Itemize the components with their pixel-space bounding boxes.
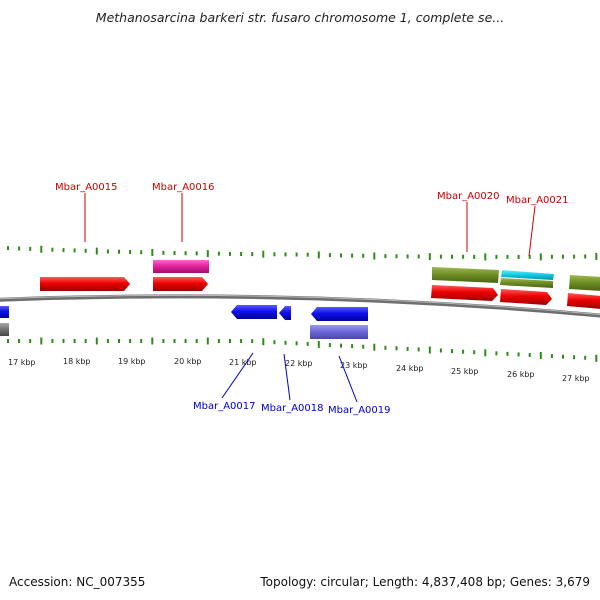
gene-mbar-a0020[interactable] xyxy=(431,285,498,301)
gene-label-mbar-a0021[interactable]: Mbar_A0021 xyxy=(506,195,569,206)
gene-mbar-a0021[interactable] xyxy=(500,289,552,305)
gene-mbar-a0018[interactable] xyxy=(279,306,291,320)
gene-mbar-a0016[interactable] xyxy=(153,277,208,291)
forward-gene-callouts: Mbar_A0015 Mbar_A0016 Mbar_A0020 Mbar_A0… xyxy=(55,182,569,257)
gene-label-mbar-a0019[interactable]: Mbar_A0019 xyxy=(328,405,391,416)
scale-label-18kbp: 18 kbp xyxy=(63,357,91,366)
summary-text: Topology: circular; Length: 4,837,408 bp… xyxy=(260,575,590,589)
gene-mbar-a0019[interactable] xyxy=(311,307,368,321)
scale-label-17kbp: 17 kbp xyxy=(8,358,36,367)
gene-label-mbar-a0020[interactable]: Mbar_A0020 xyxy=(437,191,500,202)
scale-label-21kbp: 21 kbp xyxy=(229,358,257,367)
scale-label-26kbp: 26 kbp xyxy=(507,370,535,379)
reverse-features xyxy=(0,305,368,339)
feature-pink[interactable] xyxy=(153,260,209,273)
scale-label-20kbp: 20 kbp xyxy=(174,357,202,366)
scale-label-22kbp: 22 kbp xyxy=(285,359,313,368)
gene-label-mbar-a0016[interactable]: Mbar_A0016 xyxy=(152,182,215,193)
feature-blue-edge[interactable] xyxy=(0,306,9,318)
scale-label-23kbp: 23 kbp xyxy=(340,361,368,370)
map-title: Methanosarcina barkeri str. fusaro chrom… xyxy=(95,10,505,25)
scale-label-19kbp: 19 kbp xyxy=(118,357,146,366)
scale-label-27kbp: 27 kbp xyxy=(562,374,590,383)
reverse-gene-callouts: Mbar_A0017 Mbar_A0018 Mbar_A0019 xyxy=(193,352,391,416)
accession-text: Accession: NC_007355 xyxy=(9,575,146,589)
scale-labels: 17 kbp 18 kbp 19 kbp 20 kbp 21 kbp 22 kb… xyxy=(8,357,590,383)
feature-olive-3[interactable] xyxy=(569,275,600,291)
callout-line-mbar-a0018 xyxy=(283,353,291,401)
feature-olive-1[interactable] xyxy=(432,267,499,283)
callout-line-mbar-a0017 xyxy=(221,352,254,399)
feature-olive-2[interactable] xyxy=(500,278,553,288)
callout-line-mbar-a0019 xyxy=(338,355,358,403)
gene-mbar-a0015[interactable] xyxy=(40,277,130,291)
backbone-arc xyxy=(0,294,600,318)
gene-label-mbar-a0015[interactable]: Mbar_A0015 xyxy=(55,182,118,193)
scale-label-24kbp: 24 kbp xyxy=(396,364,424,373)
feature-cyan[interactable] xyxy=(501,270,554,280)
gene-label-mbar-a0017[interactable]: Mbar_A0017 xyxy=(193,401,256,412)
callout-line-mbar-a0021 xyxy=(528,205,536,257)
scale-label-25kbp: 25 kbp xyxy=(451,367,479,376)
gene-label-mbar-a0018[interactable]: Mbar_A0018 xyxy=(261,403,324,414)
outer-tick-marks xyxy=(7,245,598,261)
feature-gray-edge[interactable] xyxy=(0,323,9,336)
gene-mbar-a0017[interactable] xyxy=(231,305,277,319)
feature-red-edge[interactable] xyxy=(567,293,600,309)
backbone-highlight xyxy=(0,294,600,316)
feature-lavender[interactable] xyxy=(310,325,368,339)
forward-features xyxy=(40,260,600,309)
inner-tick-marks xyxy=(7,337,598,362)
